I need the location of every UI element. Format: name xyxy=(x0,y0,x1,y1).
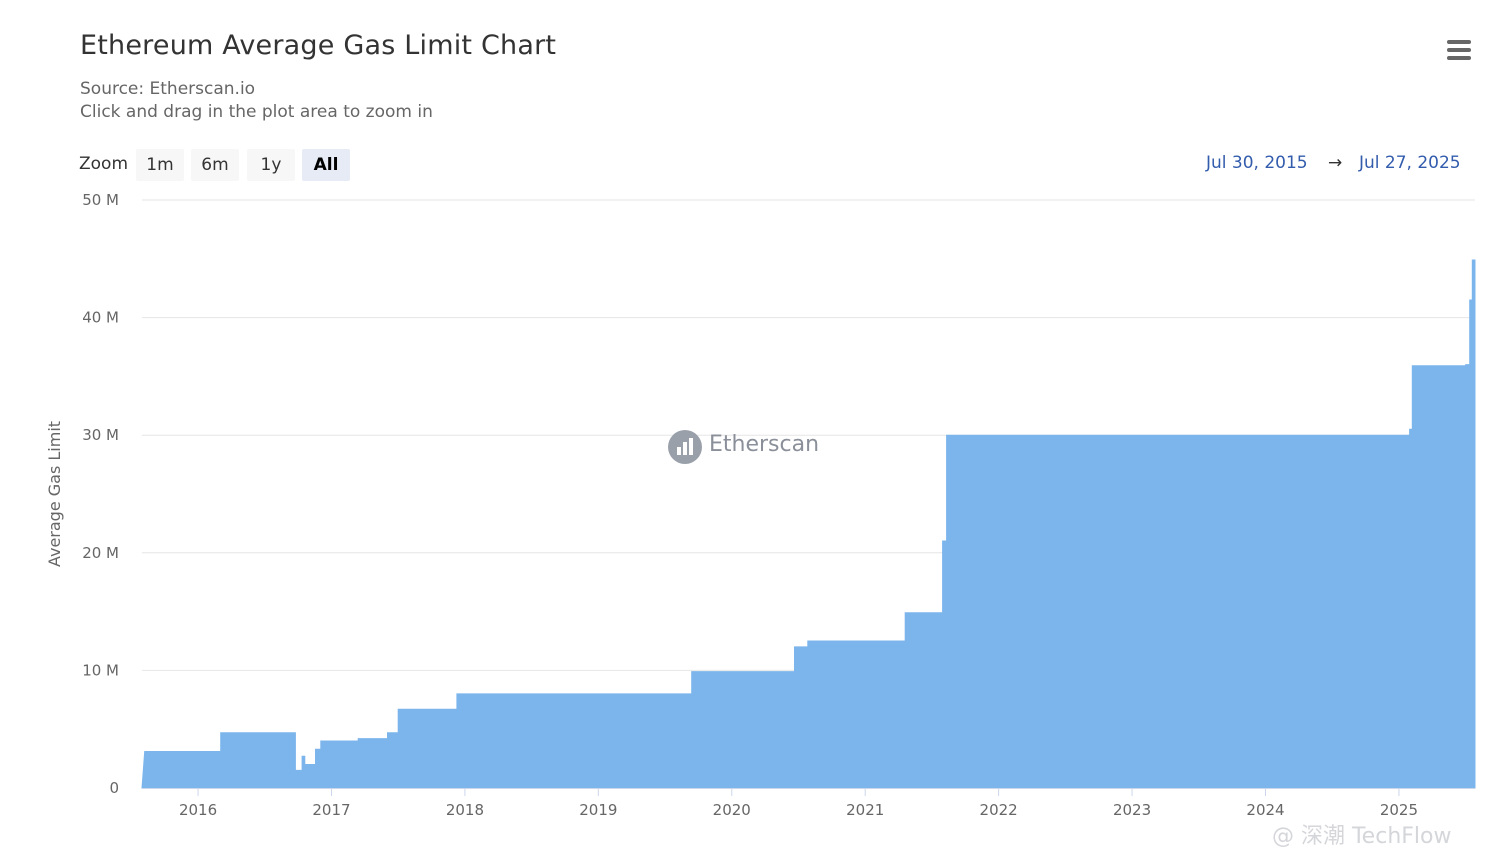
zoom-1m-button[interactable]: 1m xyxy=(136,149,184,181)
x-tick-label: 2024 xyxy=(1246,801,1284,819)
range-arrow: → xyxy=(1328,153,1343,173)
y-tick-label: 0 xyxy=(109,779,119,797)
y-tick-label: 10 M xyxy=(82,661,119,679)
x-tick-label: 2018 xyxy=(446,801,484,819)
watermark-text: Etherscan xyxy=(709,432,820,457)
range-from-input[interactable]: Jul 30, 2015 xyxy=(1206,153,1308,173)
range-to-input[interactable]: Jul 27, 2025 xyxy=(1359,153,1461,173)
x-tick-label: 2019 xyxy=(579,801,617,819)
gas-limit-area[interactable] xyxy=(141,259,1476,789)
zoom-all-button[interactable]: All xyxy=(302,149,350,181)
x-tick-label: 2021 xyxy=(846,801,884,819)
x-tick-label: 2020 xyxy=(713,801,751,819)
y-tick-label: 50 M xyxy=(82,191,119,209)
source-text: Source: Etherscan.io xyxy=(80,79,256,99)
x-axis: 2016 2017 2018 2019 2020 2021 2022 2023 2024 2025 xyxy=(179,788,1418,819)
y-tick-label: 20 M xyxy=(82,544,119,562)
zoom-hint-text: Click and drag in the plot area to zoom … xyxy=(80,102,433,122)
y-axis: 0 10 M 20 M 30 M 40 M 50 M xyxy=(82,191,119,797)
y-axis-title: Average Gas Limit xyxy=(45,421,64,567)
x-tick-label: 2017 xyxy=(312,801,350,819)
zoom-label: Zoom xyxy=(79,154,129,174)
chart-title: Ethereum Average Gas Limit Chart xyxy=(80,30,557,61)
zoom-6m-button[interactable]: 6m xyxy=(191,149,239,181)
y-tick-label: 30 M xyxy=(82,426,119,444)
hamburger-menu-icon[interactable] xyxy=(1440,36,1478,66)
x-tick-label: 2016 xyxy=(179,801,217,819)
x-tick-label: 2025 xyxy=(1380,801,1418,819)
x-tick-label: 2023 xyxy=(1113,801,1151,819)
etherscan-logo-icon xyxy=(668,430,702,464)
chart-subtitle: Source: Etherscan.io Click and drag in t… xyxy=(80,78,433,124)
credit-watermark: @ 深潮 TechFlow xyxy=(1272,824,1452,849)
zoom-1y-button[interactable]: 1y xyxy=(247,149,295,181)
y-tick-label: 40 M xyxy=(82,309,119,327)
x-tick-label: 2022 xyxy=(980,801,1018,819)
